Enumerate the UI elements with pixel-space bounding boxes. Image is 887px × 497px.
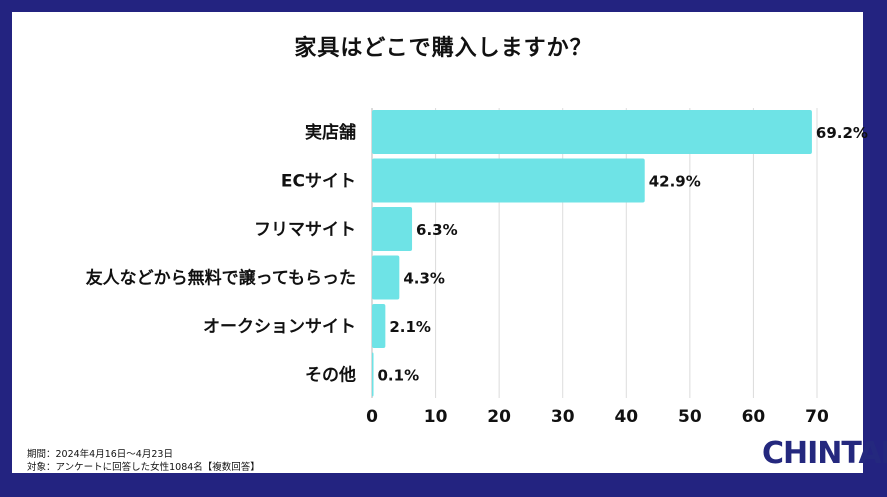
value-label: 6.3% (416, 221, 458, 239)
x-tick-label: 30 (551, 407, 575, 427)
bar (372, 207, 413, 251)
category-label: フリマサイト (254, 220, 356, 240)
chart-title: 家具はどこで購入しますか？ (294, 36, 593, 61)
x-tick-label: 0 (366, 407, 378, 427)
bar (372, 110, 812, 154)
bar (372, 255, 400, 300)
value-label: 42.9% (649, 173, 701, 191)
value-label: 2.1% (389, 318, 431, 336)
x-tick-label: 20 (487, 407, 511, 427)
category-label: ECサイト (281, 172, 356, 192)
survey-period: 期間：2024年4月16日〜4月23日 (27, 449, 173, 460)
chintai-logo: CHINTAI (762, 436, 887, 471)
bar (372, 352, 374, 397)
category-label: その他 (305, 365, 356, 386)
bar (372, 158, 645, 203)
x-tick-label: 10 (424, 407, 448, 427)
value-label: 0.1% (378, 367, 420, 385)
category-label: 友人などから無料で譲ってもらった (86, 268, 356, 289)
survey-subject: 対象：アンケートに回答した女性1084名【複数回答】 (27, 462, 260, 473)
x-tick-label: 70 (805, 407, 829, 427)
x-tick-label: 50 (678, 407, 702, 427)
x-tick-label: 40 (614, 407, 638, 427)
category-label: 実店舗 (305, 122, 356, 143)
bar (372, 304, 386, 348)
category-label: オークションサイト (203, 317, 356, 337)
x-tick-label: 60 (742, 407, 766, 427)
survey-note: 期間：2024年4月16日〜4月23日 対象：アンケートに回答した女性1084名… (27, 448, 260, 474)
value-label: 4.3% (403, 270, 445, 288)
chart-panel (12, 12, 863, 473)
value-label: 69.2% (816, 124, 868, 142)
